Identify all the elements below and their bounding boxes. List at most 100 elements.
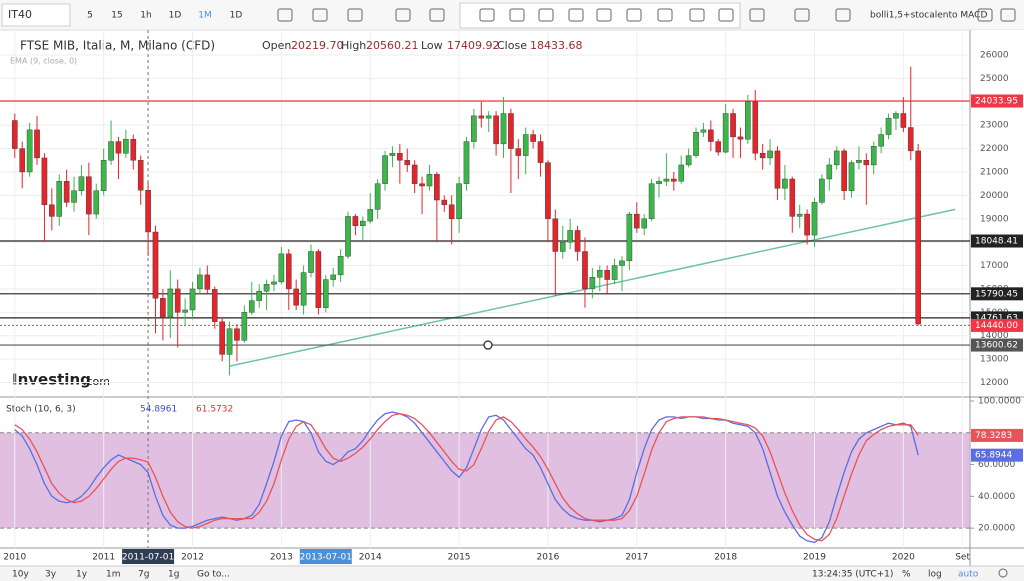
toolbar-icon[interactable] [395, 8, 411, 22]
candle-body [211, 289, 218, 322]
toolbar-icon[interactable] [835, 8, 851, 22]
candle-body [633, 213, 640, 229]
x-tick-label: 2018 [714, 553, 737, 563]
logo-suffix: .com [83, 375, 110, 388]
template[interactable]: bolli1,5+stocalento MACD [870, 11, 987, 21]
candle-body [41, 157, 48, 205]
drawing-handle[interactable] [483, 340, 493, 350]
bottom-bar [0, 566, 1024, 581]
candle-body [915, 150, 921, 325]
range-button[interactable]: 1m [106, 570, 121, 580]
price-tag [971, 234, 1023, 248]
interval-button[interactable]: 1M [198, 11, 212, 21]
legend-label: High [341, 39, 366, 52]
candle-body [56, 181, 63, 217]
candle-body [759, 153, 766, 159]
y-tick-label: 14000 [980, 331, 1009, 341]
toolbar-icon[interactable] [509, 8, 525, 22]
toolbar-icon[interactable] [312, 8, 328, 22]
scale-option[interactable]: log [928, 570, 942, 580]
candle-body [271, 281, 277, 285]
price-tag [971, 287, 1023, 301]
candle-body [19, 148, 26, 173]
scale-option[interactable]: % [902, 570, 911, 580]
candle-body [826, 164, 833, 180]
candle-body [300, 272, 307, 306]
legend-value: 20219.70 [291, 39, 344, 52]
candle-body [263, 284, 270, 292]
candle-body [782, 178, 788, 189]
candle-body [589, 277, 596, 290]
toolbar-icon[interactable] [794, 8, 810, 22]
candle-body [885, 117, 892, 135]
interval-button[interactable]: 5 [87, 11, 93, 21]
interval-button[interactable]: 1h [140, 11, 151, 21]
candle-body [204, 274, 211, 290]
range-button[interactable]: 7g [138, 570, 149, 580]
candle-body [160, 298, 166, 318]
settings-icon[interactable] [998, 568, 1008, 578]
range-button[interactable]: 1y [76, 570, 88, 580]
symbol[interactable]: IT40 [8, 8, 32, 21]
toolbar-icon[interactable] [657, 8, 673, 22]
interval-button[interactable]: 15 [111, 11, 122, 21]
toolbar-icon[interactable] [429, 8, 445, 22]
candle-body [448, 204, 455, 219]
candle-body [248, 300, 255, 313]
x-tick-label: 2013 [270, 553, 293, 563]
candle-body [34, 129, 40, 159]
interval-button[interactable]: 1D [169, 11, 182, 21]
candle-body [648, 183, 655, 219]
y-tick-label: 60.0000 [978, 460, 1015, 470]
candle-body [86, 176, 92, 215]
toolbar-icon[interactable] [977, 8, 993, 22]
stoch-tag [971, 428, 1023, 442]
date-highlight [299, 549, 352, 564]
candle-body [130, 139, 137, 161]
toolbar-icon[interactable] [479, 8, 495, 22]
candle-body [515, 148, 522, 156]
candle-body [337, 255, 344, 276]
toolbar-icon[interactable] [626, 8, 642, 22]
candle-body [604, 270, 610, 280]
goto[interactable]: Go to... [197, 570, 230, 580]
toolbar-icon[interactable] [718, 8, 734, 22]
candle-body [715, 141, 722, 153]
candle-body [426, 174, 433, 187]
candle-body [530, 134, 536, 142]
range-button[interactable]: 1g [168, 570, 179, 580]
candle-body [226, 328, 233, 355]
candle-body [752, 101, 759, 154]
clock: 13:24:35 (UTC+1) [812, 570, 893, 580]
candle-body [115, 141, 122, 154]
candle-body [508, 113, 514, 149]
price-tag-label: 14761.63 [975, 313, 1018, 323]
candle-body [397, 153, 403, 161]
range-button[interactable]: 10y [12, 570, 29, 580]
candle-body [796, 213, 803, 217]
toolbar-icon[interactable] [749, 8, 765, 22]
date-highlight-label: 2013-07-01 [300, 553, 352, 563]
candle-body [419, 183, 425, 187]
toolbar-icon[interactable] [689, 8, 705, 22]
scale-option[interactable]: auto [958, 570, 979, 580]
candle-body [456, 183, 462, 219]
drawing-toolbar [459, 2, 741, 29]
candle-body [285, 253, 292, 290]
candle-body [471, 115, 477, 142]
candle-body [522, 134, 529, 156]
candle-body [367, 209, 374, 222]
toolbar-icon[interactable] [347, 8, 363, 22]
toolbar-icon[interactable] [277, 8, 293, 22]
toolbar-icon[interactable] [568, 8, 584, 22]
candle-body [619, 260, 625, 266]
stoch-line [14, 411, 919, 544]
toolbar-icon[interactable] [596, 8, 612, 22]
toolbar-icon[interactable] [538, 8, 554, 22]
toolbar-icon[interactable] [1000, 8, 1016, 22]
range-button[interactable]: 3y [45, 570, 57, 580]
interval-button[interactable]: 1D [230, 11, 243, 21]
candle-body [708, 129, 714, 142]
symbol-box[interactable] [1, 3, 71, 27]
y-tick-label: 26000 [980, 51, 1009, 61]
